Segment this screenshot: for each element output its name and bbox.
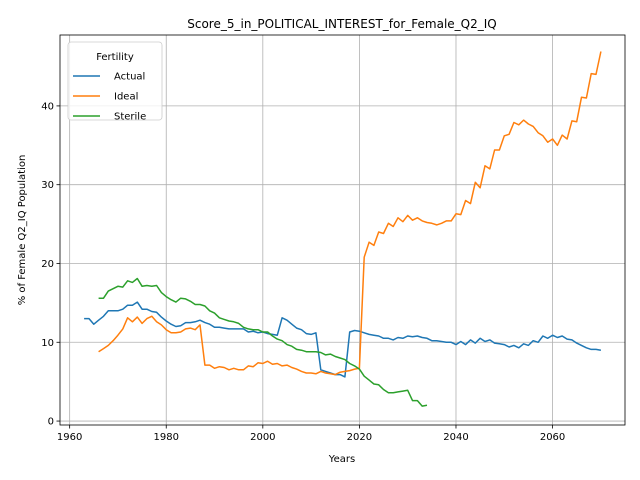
legend-label-ideal: Ideal: [114, 92, 138, 103]
plot-series: [84, 51, 602, 407]
series-line-actual: [84, 301, 602, 378]
x-axis: 1960 1980 2000 2020 2040 2060: [57, 425, 565, 443]
x-tick-label: 2060: [540, 432, 565, 443]
y-tick-label: 40: [41, 101, 54, 112]
y-tick-label: 0: [48, 417, 54, 428]
y-axis: 0 10 20 30 40: [41, 101, 60, 428]
plot-frame: [59, 34, 626, 426]
legend-box: [67, 41, 163, 121]
series-line-ideal: [98, 51, 602, 376]
chart-title: Score_5_in_POLITICAL_INTEREST_for_Female…: [187, 17, 496, 31]
x-tick-label: 1980: [154, 432, 179, 443]
x-tick-label: 2040: [443, 432, 468, 443]
y-axis-title: % of Female Q2_IQ Population: [17, 155, 28, 306]
legend: Fertility Actual Ideal Sterile: [67, 41, 163, 123]
x-tick-label: 1960: [57, 432, 82, 443]
x-axis-title: Years: [328, 454, 355, 465]
x-tick-label: 2020: [347, 432, 372, 443]
legend-title: Fertility: [96, 52, 134, 63]
y-tick-label: 10: [41, 338, 54, 349]
x-tick-label: 2000: [250, 432, 275, 443]
legend-label-sterile: Sterile: [114, 112, 146, 123]
y-tick-label: 30: [41, 180, 54, 191]
series-line-sterile: [98, 277, 428, 407]
y-tick-label: 20: [41, 259, 54, 270]
legend-label-actual: Actual: [114, 72, 145, 83]
